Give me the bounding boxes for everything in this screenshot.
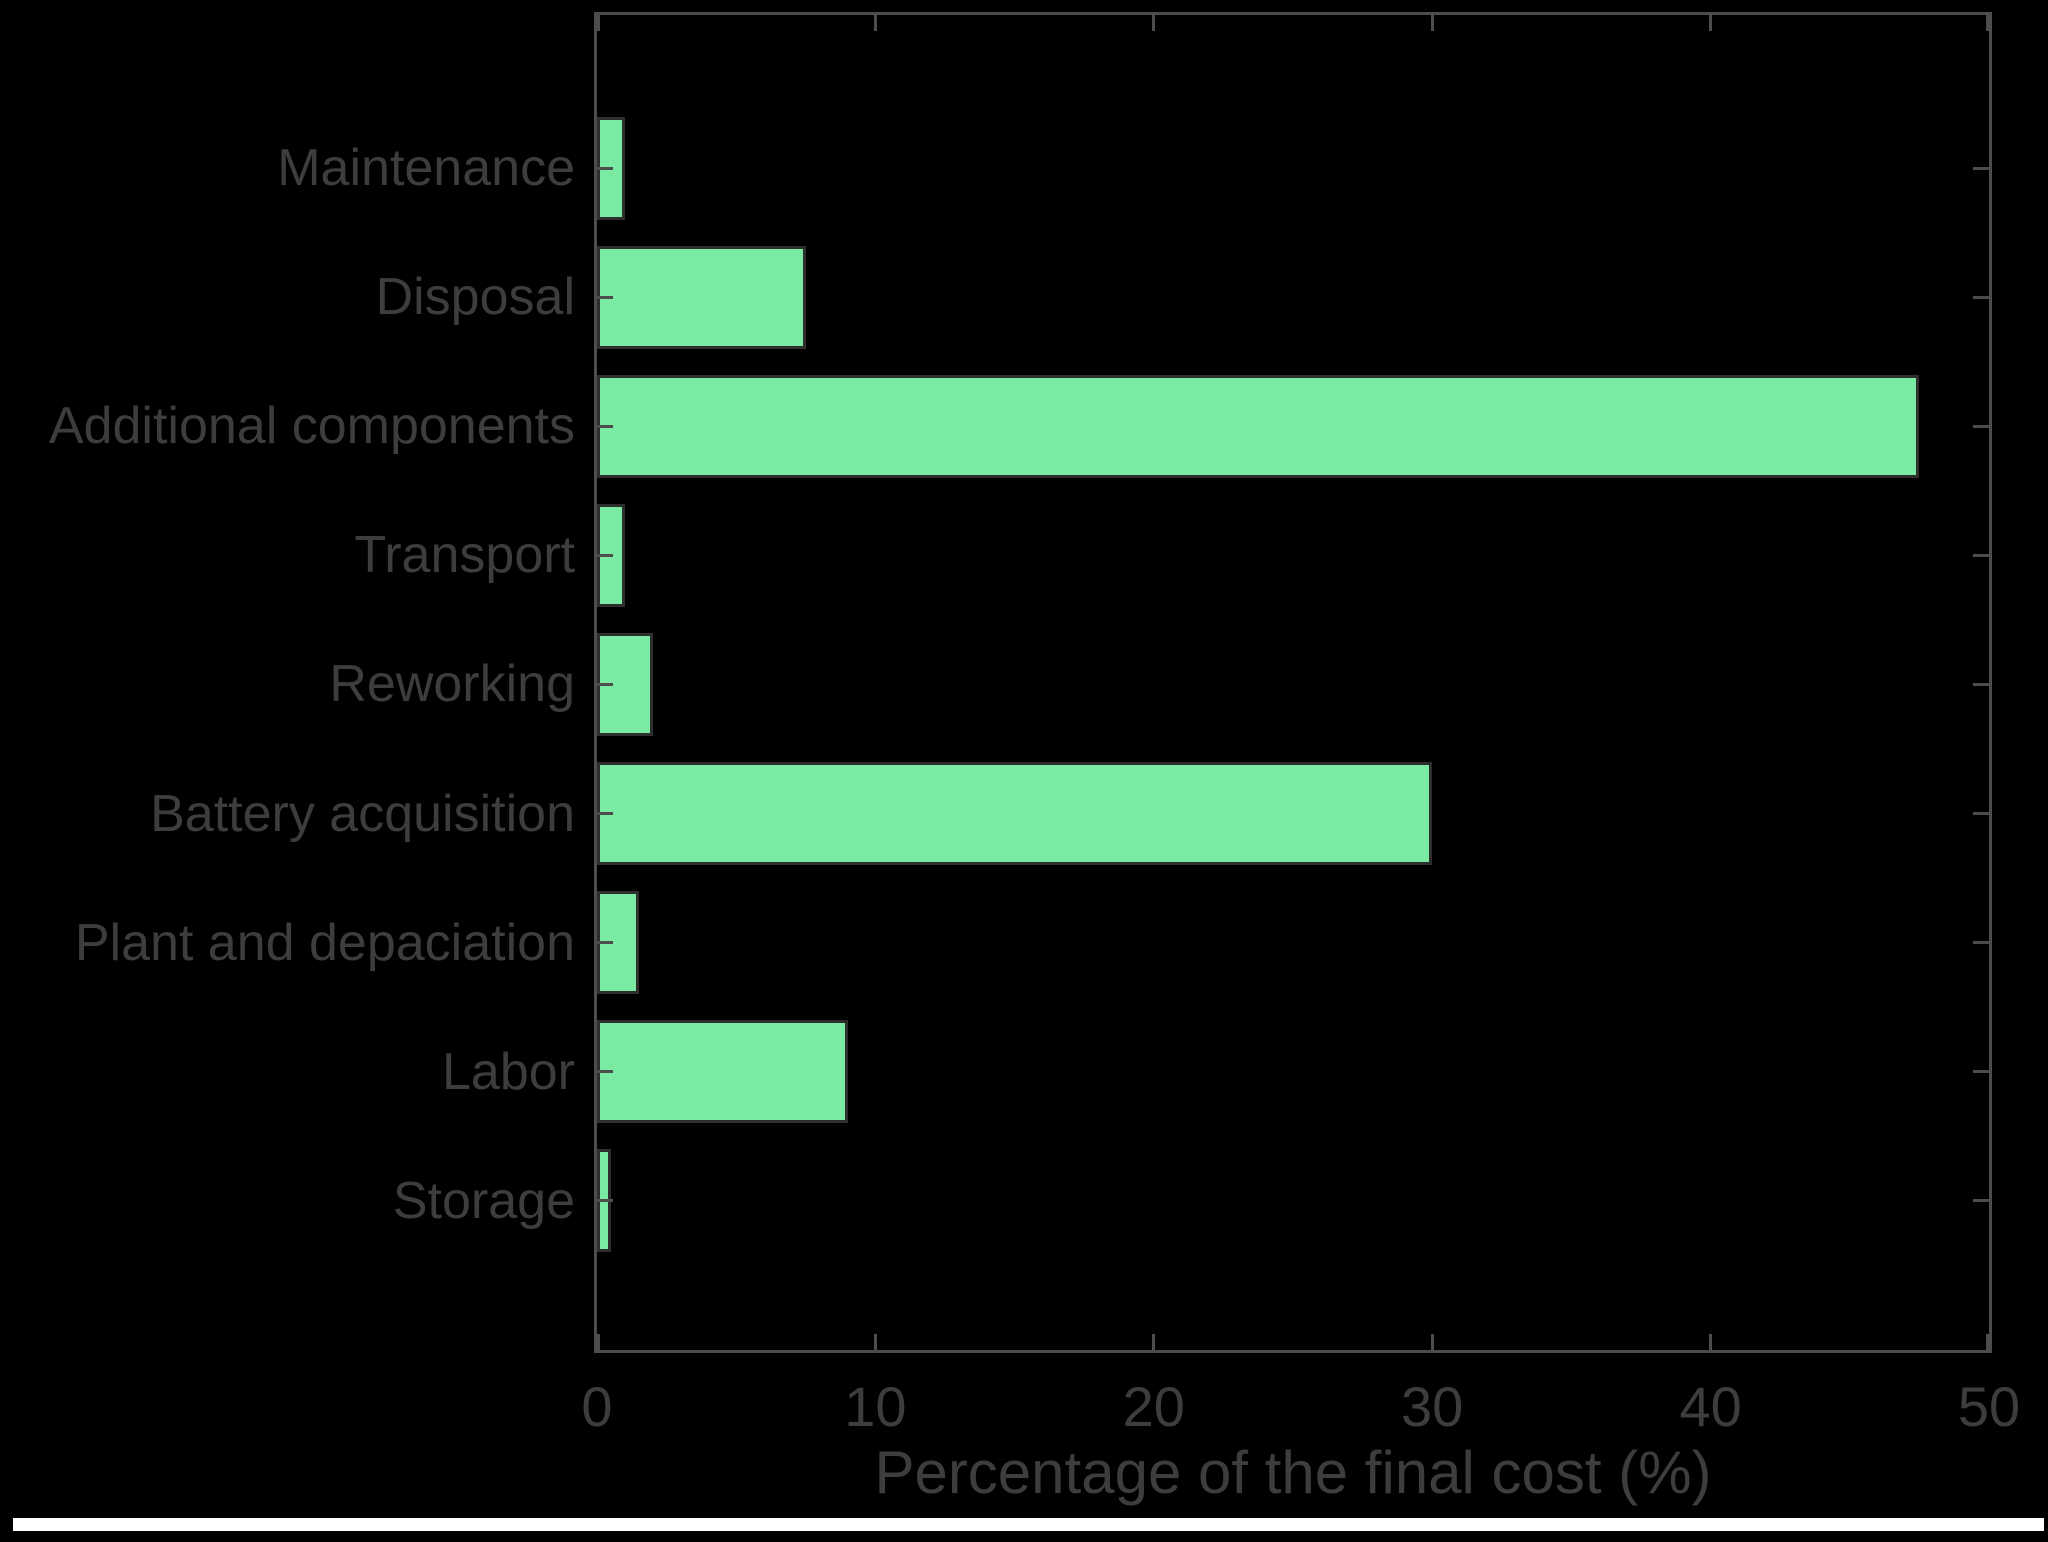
y-tick-right-plant-and-depaciation [1973, 941, 1989, 945]
y-tick-right-labor [1973, 1070, 1989, 1074]
x-tick-top-20 [1152, 15, 1156, 31]
y-tick-left-transport [597, 553, 613, 557]
x-tick-label-20: 20 [1122, 1375, 1185, 1438]
bar-battery-acquisition [597, 762, 1433, 865]
y-tick-right-disposal [1973, 295, 1989, 299]
y-tick-right-maintenance [1973, 166, 1989, 170]
x-tick-label-0: 0 [581, 1375, 613, 1438]
y-tick-right-reworking [1973, 682, 1989, 686]
bars-layer [597, 15, 1989, 1350]
y-tick-right-transport [1973, 553, 1989, 557]
category-label-storage: Storage [392, 1171, 575, 1230]
y-tick-left-maintenance [597, 166, 613, 170]
category-label-disposal: Disposal [375, 268, 575, 327]
y-tick-left-plant-and-depaciation [597, 941, 613, 945]
x-tick-bottom-50 [1986, 1334, 1989, 1350]
category-label-reworking: Reworking [329, 655, 575, 714]
category-label-plant-and-depaciation: Plant and depaciation [74, 913, 575, 972]
plot-area [594, 12, 1992, 1353]
x-tick-top-40 [1709, 15, 1713, 31]
x-tick-bottom-0 [597, 1334, 600, 1350]
x-tick-label-30: 30 [1401, 1375, 1464, 1438]
bar-labor [597, 1020, 848, 1124]
y-tick-left-battery-acquisition [597, 812, 613, 815]
x-tick-top-30 [1430, 15, 1434, 31]
ticks-layer [597, 15, 1989, 1350]
x-tick-bottom-10 [873, 1334, 877, 1350]
y-tick-left-storage [597, 1199, 613, 1203]
category-label-transport: Transport [354, 526, 575, 585]
bottom-white-strip [13, 1518, 2044, 1531]
x-tick-top-0 [597, 15, 600, 31]
y-tick-left-labor [597, 1070, 613, 1074]
x-tick-bottom-30 [1430, 1334, 1434, 1350]
category-label-maintenance: Maintenance [277, 139, 575, 197]
x-tick-label-10: 10 [844, 1375, 907, 1438]
x-tick-top-50 [1986, 15, 1989, 31]
y-tick-left-additional-components [597, 424, 613, 428]
x-tick-bottom-20 [1152, 1334, 1156, 1350]
category-label-labor: Labor [442, 1042, 575, 1101]
y-tick-left-disposal [597, 295, 613, 299]
x-tick-bottom-40 [1709, 1334, 1713, 1350]
x-tick-label-50: 50 [1957, 1375, 2021, 1438]
y-tick-right-storage [1973, 1199, 1989, 1203]
x-tick-label-40: 40 [1679, 1375, 1742, 1438]
bar-additional-components [597, 374, 1920, 478]
y-tick-right-battery-acquisition [1973, 812, 1989, 815]
category-label-additional-components: Additional components [48, 397, 575, 456]
bar-disposal [597, 245, 806, 349]
category-label-battery-acquisition: Battery acquisition [150, 784, 575, 843]
x-tick-top-10 [873, 15, 877, 31]
x-axis-title: Percentage of the final cost (%) [874, 1439, 1712, 1506]
y-tick-right-additional-components [1973, 424, 1989, 428]
y-tick-left-reworking [597, 682, 613, 686]
